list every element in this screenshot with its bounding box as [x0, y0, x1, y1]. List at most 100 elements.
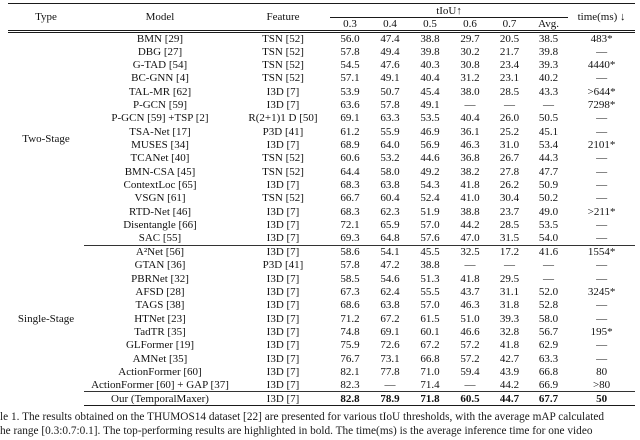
table-row: TAGS [38] I3D [7] 68.6 63.8 57.0 46.3 31.8 52.8…	[8, 299, 635, 312]
tiou-value-cell: 57.0	[420, 219, 440, 232]
tiou-value-cell: 65.9	[380, 219, 400, 232]
tiou-value-cell: 44.2	[499, 379, 520, 392]
table-header: Type Model Feature tIoU↑ time(ms) ↓ 0.3 …	[8, 3, 636, 33]
model-cell: TadTR [35]	[134, 325, 186, 338]
col-header-feature: Feature	[236, 3, 330, 33]
table-row: TAL-MR [62] I3D [7] 53.9 50.7 45.4 38.0 28.5 43…	[8, 85, 635, 98]
feature-cell: I3D [7]	[266, 232, 300, 245]
tiou-value-cell: 29.5	[499, 272, 520, 285]
tiou-value-cell: 44.7	[490, 391, 529, 406]
tiou-value-cell: 23.1	[499, 72, 520, 85]
feature-cell: I3D [7]	[266, 179, 300, 192]
tiou-value-cell: 29.7	[460, 33, 480, 45]
tiou-value-cell: 21.7	[499, 45, 520, 58]
tiou-value-cell: 39.8	[420, 45, 440, 58]
time-cell: —	[596, 192, 608, 205]
tiou-value-cell: 67.2	[380, 312, 400, 325]
tiou-value-cell: 39.8	[538, 45, 559, 58]
time-cell: >211*	[587, 205, 616, 218]
tiou-value-cell: 57.0	[420, 299, 440, 312]
results-table-container: Type Model Feature tIoU↑ time(ms) ↓ 0.3 …	[8, 3, 636, 406]
tiou-value-cell: 27.8	[499, 165, 520, 178]
tiou-value-cell: 43.7	[460, 285, 480, 298]
col-header-tiou-05: 0.5	[410, 17, 450, 33]
model-cell: P-GCN [59] +TSP [2]	[111, 112, 209, 125]
tiou-value-cell: 38.0	[460, 85, 480, 98]
feature-cell: TSN [52]	[262, 165, 304, 178]
model-cell: TCANet [40]	[130, 152, 190, 165]
tiou-value-cell: 40.3	[420, 59, 440, 72]
tiou-value-cell: 63.3	[538, 352, 559, 365]
col-header-tiou-07: 0.7	[490, 17, 529, 33]
tiou-value-cell: 62.9	[538, 339, 559, 352]
tiou-value-cell: 47.4	[380, 33, 400, 45]
tiou-value-cell: 51.0	[460, 312, 480, 325]
tiou-value-cell: 64.0	[380, 139, 400, 152]
tiou-value-cell: —	[384, 379, 396, 392]
tiou-value-cell: 63.8	[380, 299, 400, 312]
tiou-value-cell: 30.8	[460, 59, 480, 72]
tiou-value-cell: 72.6	[380, 339, 400, 352]
tiou-value-cell: 69.3	[340, 232, 360, 245]
tiou-value-cell: 51.9	[420, 205, 440, 218]
col-header-model: Model	[84, 3, 236, 33]
tiou-value-cell: 41.8	[460, 179, 480, 192]
type-group-label	[8, 392, 84, 405]
tiou-value-cell: 46.3	[460, 299, 480, 312]
tiou-value-cell: 47.6	[380, 59, 400, 72]
tiou-value-cell: 46.3	[460, 139, 480, 152]
table-row: AFSD [28] I3D [7] 67.3 62.4 55.5 43.7 31.1 52.0…	[8, 285, 635, 298]
table-row: TSA-Net [17] P3D [41] 61.2 55.9 46.9 36.1 25.2…	[8, 125, 635, 138]
tiou-value-cell: 68.9	[340, 139, 360, 152]
feature-cell: I3D [7]	[266, 219, 300, 232]
tiou-value-cell: 57.8	[380, 99, 400, 112]
model-cell: ActionFormer [60] + GAP [37]	[91, 379, 229, 392]
feature-cell: I3D [7]	[266, 205, 300, 218]
time-cell: 50	[568, 391, 636, 406]
col-header-time: time(ms) ↓	[568, 3, 636, 33]
tiou-value-cell: 49.1	[420, 99, 440, 112]
tiou-value-cell: 60.5	[450, 391, 490, 406]
tiou-value-cell: —	[543, 99, 555, 112]
tiou-value-cell: 77.8	[380, 365, 400, 378]
time-cell: —	[596, 112, 608, 125]
tiou-value-cell: 26.0	[499, 112, 520, 125]
tiou-value-cell: 30.2	[460, 45, 480, 58]
model-cell: TAL-MR [62]	[128, 85, 192, 98]
tiou-value-cell: 38.5	[538, 33, 559, 45]
tiou-value-cell: 71.2	[340, 312, 360, 325]
feature-cell: P3D [41]	[262, 125, 304, 138]
col-header-tiou-03: 0.3	[330, 17, 370, 33]
feature-cell: I3D [7]	[266, 379, 300, 392]
tiou-value-cell: 36.8	[460, 152, 480, 165]
tiou-value-cell: 36.1	[460, 125, 480, 138]
table-row: DBG [27] TSN [52] 57.8 49.4 39.8 30.2 21.7 39.8…	[8, 45, 635, 58]
table-row: BC-GNN [4] TSN [52] 57.1 49.1 40.4 31.2 23.1 40…	[8, 72, 635, 85]
tiou-value-cell: 58.0	[538, 312, 559, 325]
col-header-tiou-group: tIoU↑	[330, 3, 569, 18]
model-cell: TSA-Net [17]	[129, 125, 191, 138]
table-row: RTD-Net [46] I3D [7] 68.3 62.3 51.9 38.8 23.7 4…	[8, 205, 635, 218]
col-header-tiou-avg: Avg.	[529, 17, 569, 33]
table-row: G-TAD [54] TSN [52] 54.5 47.6 40.3 30.8 23.4 39…	[8, 58, 635, 71]
table-row: ActionFormer [60] + GAP [37] I3D [7] 82.3 —…	[8, 379, 635, 392]
feature-cell: I3D [7]	[266, 272, 300, 285]
tiou-value-cell: 67.7	[529, 391, 569, 406]
table-row: SAC [55] I3D [7] 69.3 64.8 57.6 47.0 31.5 54.0 —	[8, 232, 635, 245]
tiou-value-cell: 23.4	[499, 59, 520, 72]
tiou-value-cell: 49.0	[538, 205, 559, 218]
tiou-value-cell: 41.0	[460, 192, 480, 205]
tiou-value-cell: 40.4	[420, 72, 440, 85]
tiou-value-cell: 64.4	[340, 165, 360, 178]
tiou-value-cell: 54.6	[380, 272, 400, 285]
feature-cell: I3D [7]	[266, 99, 300, 112]
type-group-label: Single-Stage	[17, 312, 75, 325]
tiou-value-cell: 47.0	[460, 232, 480, 245]
tiou-value-cell: 58.5	[340, 272, 360, 285]
feature-cell: I3D [7]	[236, 244, 330, 259]
tiou-value-cell: 54.5	[340, 59, 360, 72]
tiou-value-cell: 63.8	[380, 179, 400, 192]
tiou-value-cell: 66.9	[538, 379, 559, 392]
tiou-value-cell: 74.8	[340, 325, 360, 338]
time-cell: —	[596, 312, 608, 325]
